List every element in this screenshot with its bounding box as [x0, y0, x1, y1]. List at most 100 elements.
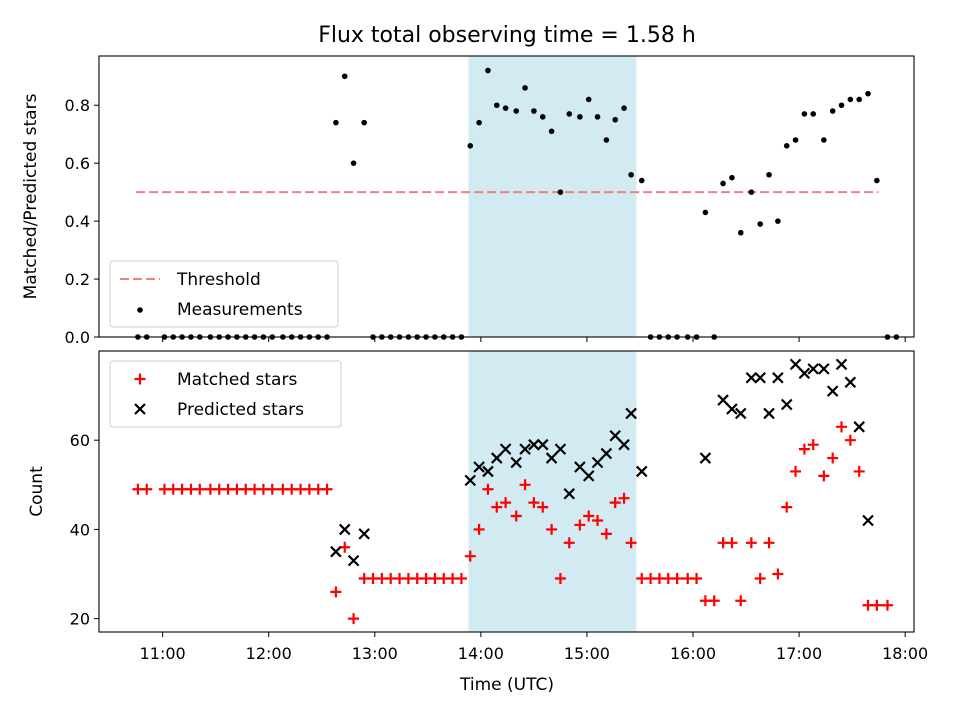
measurement-point: [801, 111, 808, 117]
measurement-point: [720, 180, 726, 187]
x-tick-label: 17:00: [776, 644, 822, 663]
measurement-point: [766, 171, 772, 178]
measurement-point: [531, 108, 537, 114]
measurement-point: [557, 189, 564, 195]
legend-matched-swatch: [134, 373, 146, 385]
predicted-point: [609, 429, 622, 442]
legend-label: Predicted stars: [177, 400, 304, 420]
matched-point: [625, 537, 637, 549]
measurement-point: [865, 90, 871, 97]
x-tick-label: 11:00: [140, 644, 186, 663]
predicted-point: [358, 528, 370, 540]
predicted-point: [835, 358, 848, 371]
series-predicted-stars: [330, 358, 874, 567]
matched-point: [455, 572, 467, 584]
matched-point: [798, 443, 810, 455]
measurement-point: [476, 119, 482, 126]
predicted-point: [473, 461, 485, 473]
matched-point: [592, 514, 604, 526]
measurement-point: [612, 116, 619, 123]
matched-point: [726, 537, 738, 549]
y-tick-label: 0.0: [65, 328, 90, 347]
legend: Matched stars Predicted stars: [109, 360, 342, 428]
matched-point: [807, 439, 819, 451]
matched-point: [745, 537, 757, 549]
y-tick-label: 40: [70, 520, 90, 539]
matched-point: [844, 434, 856, 446]
matched-point: [574, 519, 586, 531]
y-tick-label: 60: [70, 431, 90, 450]
matched-point: [781, 501, 793, 513]
matched-point: [519, 479, 531, 491]
predicted-point: [554, 443, 567, 455]
measurement-point: [821, 137, 827, 143]
x-tick-label: 15:00: [564, 644, 610, 663]
measurement-point: [585, 96, 592, 103]
x-tick-label: 16:00: [670, 644, 716, 663]
predicted-point: [490, 452, 503, 464]
predicted-point: [338, 523, 351, 536]
measurement-point: [513, 108, 520, 114]
predicted-point: [780, 398, 793, 411]
predicted-point: [536, 438, 549, 451]
measurement-point: [594, 114, 601, 120]
predicted-point: [734, 407, 747, 420]
ratio-panel: 0.0 0.2 0.4 0.6 0.8 Matched/Predicted stars Th…: [21, 55, 915, 347]
legend-measurement-swatch: [137, 307, 143, 313]
matched-point: [881, 599, 893, 611]
matched-point: [546, 523, 558, 535]
matched-point: [348, 613, 360, 625]
chart-title: Flux total observing time = 1.58 h: [318, 23, 696, 48]
measurement-point: [775, 218, 781, 224]
measurement-point: [729, 174, 735, 181]
predicted-point: [807, 363, 820, 375]
y-tick-label: 0.4: [65, 212, 90, 231]
predicted-point: [519, 443, 531, 455]
predicted-point: [772, 371, 784, 384]
matched-point: [818, 470, 830, 482]
measurement-point: [493, 102, 500, 109]
legend-box: [109, 260, 339, 328]
observing-window-band: [468, 56, 637, 337]
measurement-point: [810, 111, 817, 117]
measurement-point: [621, 105, 627, 111]
y-tick-label: 0.6: [65, 154, 90, 173]
measurement-point: [748, 189, 755, 195]
x-tick-label: 13:00: [352, 644, 398, 663]
predicted-point: [754, 371, 766, 384]
legend-label: Threshold: [176, 270, 261, 290]
matched-point: [763, 537, 775, 549]
predicted-point: [482, 465, 494, 478]
legend-box: [109, 360, 342, 428]
matched-point: [510, 510, 522, 522]
legend: Threshold Measurements: [109, 260, 339, 328]
y-axis-label: Matched/Predicted stars: [21, 93, 41, 299]
y-axis-label: Count: [27, 466, 47, 517]
plot-frame: [98, 350, 915, 633]
predicted-point: [528, 438, 540, 451]
matched-point: [836, 421, 848, 433]
measurement-point: [341, 73, 348, 80]
matched-point: [141, 483, 153, 495]
measurement-point: [361, 119, 367, 126]
predicted-point: [347, 554, 360, 567]
x-tick-label: 12:00: [246, 644, 292, 663]
measurement-point: [333, 119, 339, 126]
matched-point: [871, 599, 883, 611]
x-axis-label: Time (UTC): [459, 675, 554, 695]
matched-point: [482, 483, 494, 495]
predicted-point: [618, 438, 630, 451]
matched-point: [330, 586, 342, 598]
y-tick-label: 0.8: [65, 96, 90, 115]
matched-point: [609, 497, 621, 509]
predicted-point: [625, 407, 637, 420]
measurement-point: [539, 114, 546, 120]
measurement-point: [829, 108, 836, 114]
matched-point: [671, 572, 683, 584]
measurement-point: [874, 177, 880, 184]
matched-point: [735, 595, 747, 607]
matched-point: [691, 572, 703, 584]
matched-point: [618, 492, 630, 504]
predicted-point: [726, 403, 738, 415]
